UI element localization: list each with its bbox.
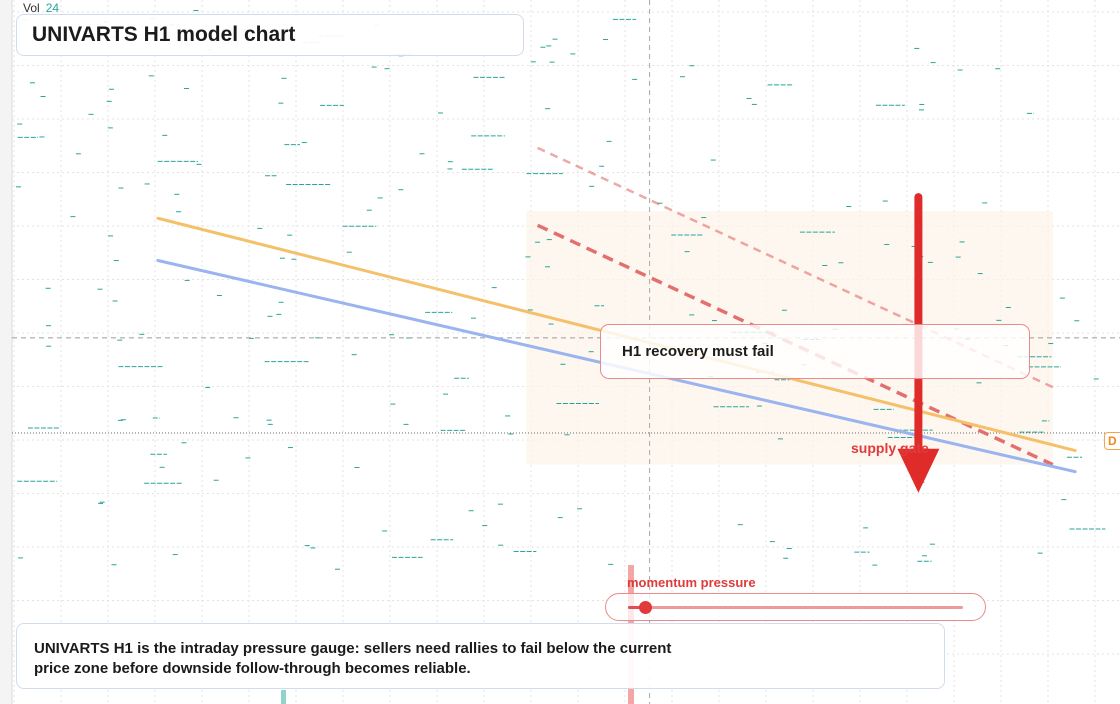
page-title: UNIVARTS H1 model chart [32,23,296,46]
summary-text: UNIVARTS H1 is the intraday pressure gau… [34,640,672,677]
volume-label: Vol [23,1,40,15]
momentum-gauge [605,593,986,621]
volume-value: 24 [45,1,60,15]
momentum-label: momentum pressure [627,575,756,590]
recovery-callout: H1 recovery must fail [600,324,1030,379]
summary-box: UNIVARTS H1 is the intraday pressure gau… [16,623,945,689]
gauge-thumb [638,601,652,614]
volume-readout: Vol 24 [23,1,59,15]
resistance-line-lower [536,223,1054,467]
supply-gate-label: supply gate [851,440,929,456]
volume-bar [281,690,286,704]
gauge-fill [628,606,645,609]
chart-title-box: UNIVARTS H1 model chart [16,14,524,56]
price-edge-label: D [1104,432,1120,450]
resistance-line-upper [537,146,1054,389]
down-arrow-icon [897,448,940,493]
callout-text: H1 recovery must fail [622,343,774,360]
axis-strip [0,0,12,704]
gauge-track [628,601,963,614]
